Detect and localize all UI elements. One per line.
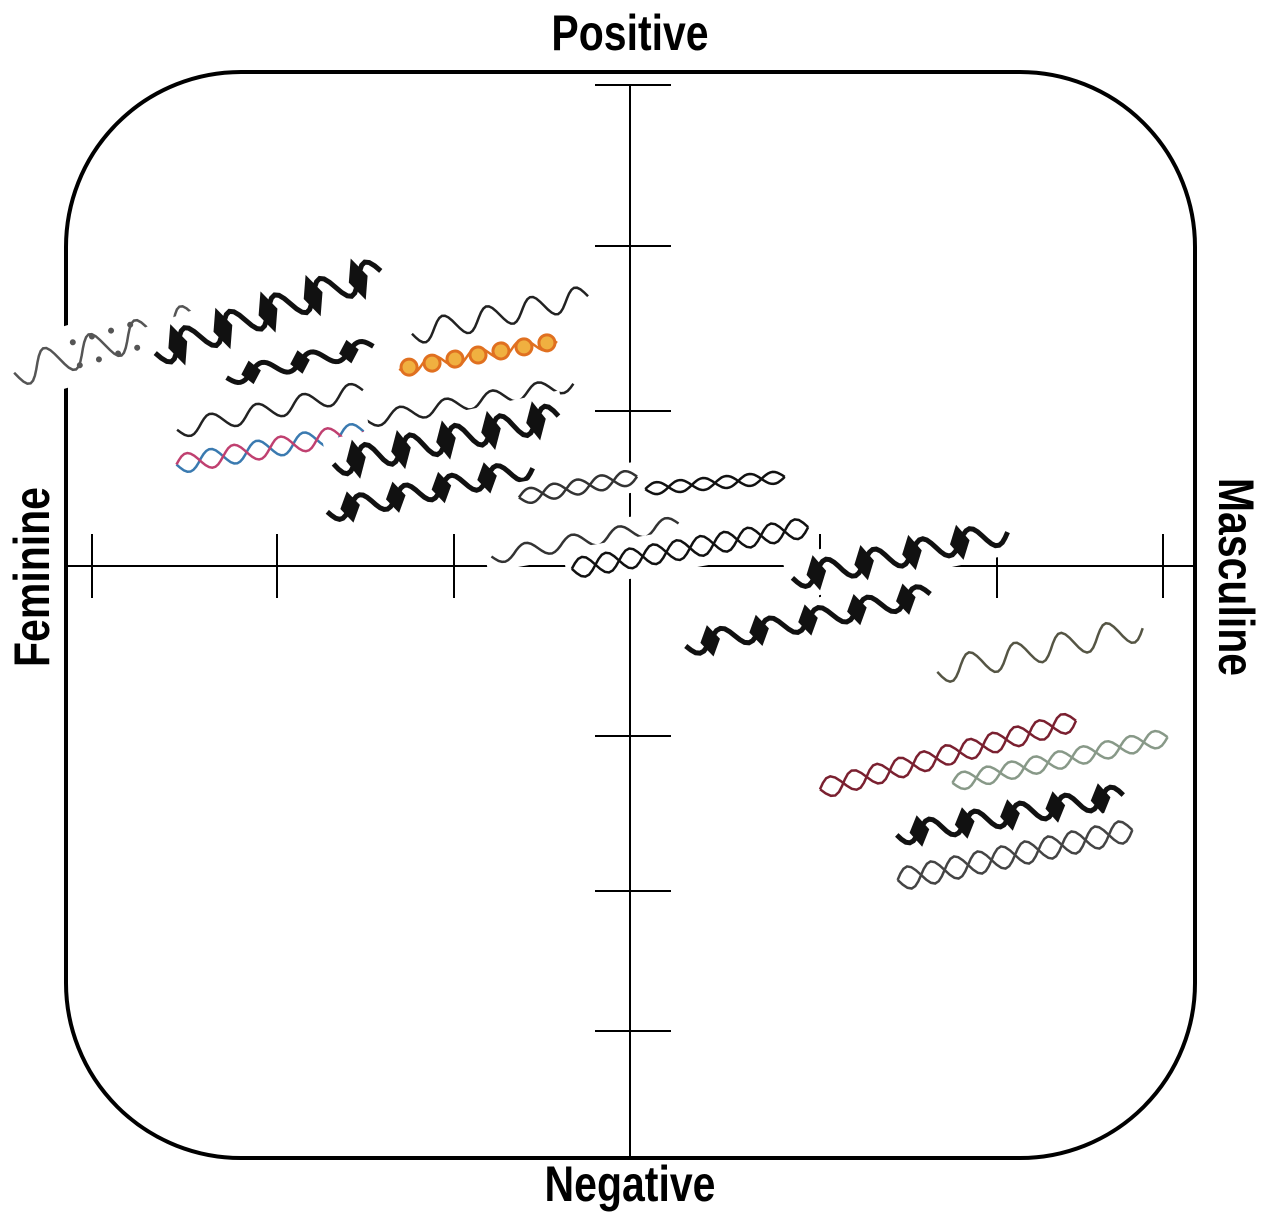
band-spike <box>213 307 233 350</box>
band-spike <box>806 555 827 591</box>
band-dot <box>514 337 534 357</box>
band-stroke <box>818 712 1077 792</box>
band-spike <box>1045 791 1066 823</box>
band-stroke <box>936 621 1144 684</box>
image-background <box>926 602 1154 698</box>
tattoo-band <box>926 602 1154 698</box>
tattoo-band <box>781 508 1019 602</box>
tattoo-images <box>0 243 1178 904</box>
band-spike <box>949 524 970 560</box>
tattoo-band <box>675 573 941 667</box>
band-spike <box>481 410 501 450</box>
band-dot <box>95 356 102 363</box>
tattoo-band <box>510 460 646 514</box>
band-dot <box>445 349 465 369</box>
band-spike <box>348 258 368 300</box>
tattoo-band <box>809 699 1087 811</box>
band-stroke <box>951 729 1169 786</box>
band-spike <box>303 274 323 317</box>
band-dot <box>76 362 83 369</box>
image-background <box>942 718 1178 802</box>
band-spike <box>954 807 975 839</box>
tattoo-band <box>942 718 1178 802</box>
band-stroke <box>517 469 638 500</box>
band-spike <box>902 534 922 571</box>
tattoo-band <box>140 243 396 381</box>
band-spike <box>1090 783 1111 815</box>
tattoo-band <box>167 371 373 449</box>
band-spike <box>909 815 930 847</box>
tattoo-band <box>390 325 566 385</box>
band-dot <box>422 353 442 373</box>
band-stroke <box>176 382 364 438</box>
band-spike <box>854 545 874 581</box>
band-stroke <box>896 825 1134 885</box>
band-dot <box>468 345 488 365</box>
tattoo-band <box>887 806 1143 904</box>
band-stroke <box>951 734 1169 791</box>
tattoo-band <box>638 464 792 502</box>
band-spike <box>477 462 497 494</box>
left-label: Feminine <box>4 487 60 667</box>
tattoo-band <box>887 774 1133 856</box>
tattoo-band <box>317 447 543 533</box>
tattoo-band <box>562 506 818 590</box>
band-dot <box>537 333 557 353</box>
band-spike <box>896 583 916 615</box>
band-stroke <box>644 472 786 494</box>
image-background <box>358 367 582 437</box>
band-stroke <box>325 463 535 522</box>
band-spike <box>1000 799 1020 831</box>
band-spike <box>749 614 769 647</box>
band-stroke <box>518 474 639 505</box>
band-dot <box>399 357 419 377</box>
band-stroke <box>819 718 1078 798</box>
band-spike <box>340 491 360 523</box>
band-dot <box>491 341 511 361</box>
right-label: Masculine <box>1208 478 1261 676</box>
band-spike <box>258 291 278 333</box>
band-spike <box>391 430 411 470</box>
bottom-label: Negative <box>545 1156 716 1212</box>
band-spike <box>798 604 818 636</box>
band-dot <box>108 327 115 334</box>
band-spike <box>241 360 261 385</box>
band-dot <box>88 333 95 340</box>
tattoo-band <box>217 330 383 394</box>
band-spike <box>436 420 456 460</box>
band-spike <box>700 625 720 657</box>
band-spike <box>168 324 188 366</box>
band-spike <box>346 439 366 479</box>
band-spike <box>431 471 452 504</box>
band-spike <box>847 593 867 626</box>
band-spike <box>339 339 359 364</box>
tattoo-band <box>401 273 599 357</box>
band-spike <box>385 481 406 513</box>
band-dot <box>127 321 134 328</box>
band-dot <box>134 344 141 351</box>
band-stroke <box>790 526 1010 590</box>
band-stroke <box>175 427 365 469</box>
band-spike <box>526 401 546 441</box>
band-dot <box>69 339 76 346</box>
band-stroke <box>570 522 810 574</box>
band-stroke <box>411 286 589 344</box>
band-spike <box>290 350 310 374</box>
top-label: Positive <box>551 5 708 61</box>
band-dot <box>115 350 122 357</box>
image-background <box>510 460 646 514</box>
tattoo-band <box>322 390 570 490</box>
